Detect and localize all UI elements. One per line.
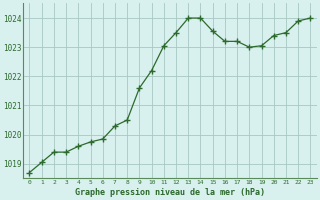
X-axis label: Graphe pression niveau de la mer (hPa): Graphe pression niveau de la mer (hPa) <box>75 188 265 197</box>
